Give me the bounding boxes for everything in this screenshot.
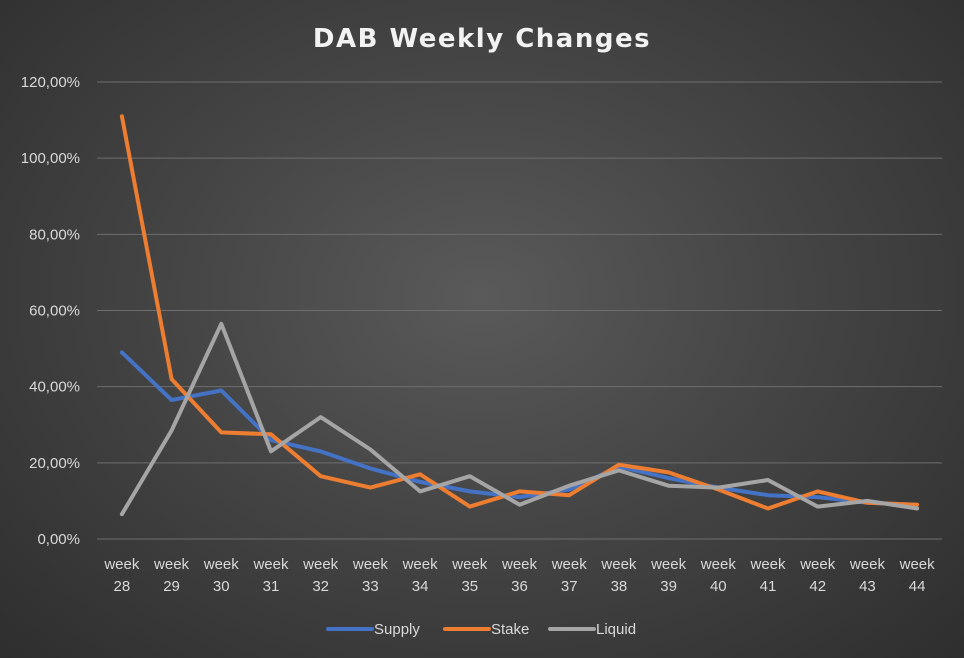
series-line-stake: [119, 114, 920, 511]
y-tick-label: 100,00%: [21, 150, 80, 167]
x-tick-label: week 31: [252, 556, 289, 595]
x-tick-label: week 43: [849, 556, 886, 595]
legend-label: Liquid: [596, 621, 636, 638]
series-lines: [119, 114, 920, 517]
x-tick-label: week 40: [700, 556, 737, 595]
y-tick-label: 80,00%: [29, 226, 80, 243]
x-tick-label: week 39: [650, 556, 687, 595]
x-tick-label: week 30: [203, 556, 240, 595]
series-line-supply: [119, 350, 920, 507]
x-tick-label: week 42: [799, 556, 836, 595]
y-axis-tick-labels: 0,00% 20,00% 40,00% 60,00% 80,00% 100,00% 120,…: [21, 74, 80, 548]
chart-title: DAB Weekly Changes: [313, 24, 651, 54]
y-tick-label: 0,00%: [37, 531, 80, 548]
x-tick-label: week 29: [153, 556, 190, 595]
y-tick-label: 60,00%: [29, 303, 80, 320]
legend-label: Supply: [374, 621, 420, 638]
y-tick-label: 20,00%: [29, 455, 80, 472]
legend-item-stake: Stake: [443, 621, 529, 638]
y-tick-label: 40,00%: [29, 379, 80, 396]
legend-label: Stake: [491, 621, 529, 638]
x-tick-label: week 28: [103, 556, 140, 595]
legend-item-supply: Supply: [326, 621, 420, 638]
x-tick-label: week 34: [402, 556, 439, 595]
x-tick-label: week 41: [750, 556, 787, 595]
x-tick-label: week 37: [551, 556, 588, 595]
x-tick-label: week 33: [352, 556, 389, 595]
y-tick-label: 120,00%: [21, 74, 80, 91]
x-axis-tick-labels: week 28 week 29 week 30 week 31 week 32 week 33 week…: [103, 556, 935, 595]
legend-item-liquid: Liquid: [548, 621, 636, 638]
x-tick-label: week 36: [501, 556, 538, 595]
legend: Supply Stake Liquid: [326, 621, 636, 638]
x-tick-label: week 32: [302, 556, 339, 595]
x-tick-label: week 44: [899, 556, 936, 595]
series-line-liquid: [119, 321, 920, 517]
x-tick-label: week 38: [600, 556, 637, 595]
gridlines: [97, 81, 942, 540]
x-tick-label: week 35: [451, 556, 488, 595]
